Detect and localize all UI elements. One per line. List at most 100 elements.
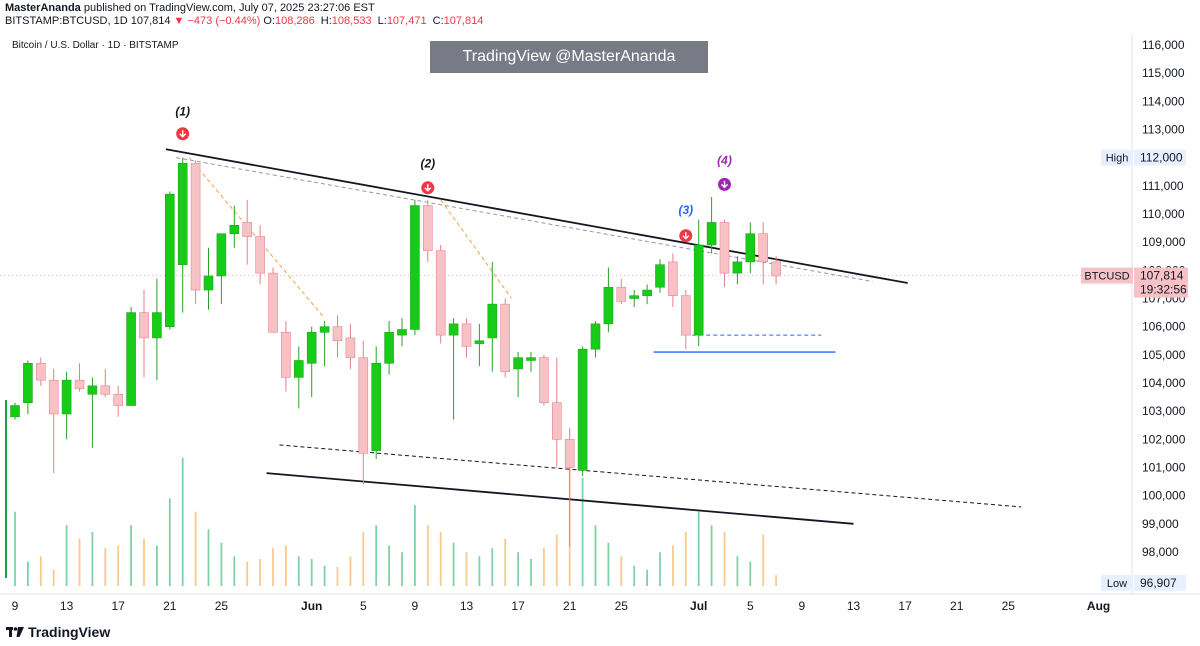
trendline xyxy=(165,148,908,284)
price-tick-label: 98,000 xyxy=(1142,545,1179,559)
time-tick-label: 25 xyxy=(215,599,229,613)
volume-bar xyxy=(749,561,752,586)
volume-bar xyxy=(362,532,365,586)
watermark: TradingView @MasterAnanda xyxy=(430,41,708,73)
price-tick-label: 104,000 xyxy=(1142,376,1186,390)
ohlc-close-label: C: xyxy=(432,15,444,27)
last-price: 107,814 xyxy=(130,15,171,27)
ohlc-high-label: H: xyxy=(320,15,332,27)
candle-body xyxy=(422,205,433,251)
symbol-tag-bg xyxy=(1081,267,1133,284)
candle-body xyxy=(603,286,614,325)
price-change: −473 (−0.44%) xyxy=(187,15,261,27)
volume-bar xyxy=(52,569,55,586)
volume-bar xyxy=(478,556,481,586)
tradingview-brand[interactable]: TradingView xyxy=(6,624,110,640)
volume-bar xyxy=(336,567,339,586)
volume-bar xyxy=(233,556,236,586)
price-tick-label: 99,000 xyxy=(1142,517,1179,531)
volume-bar xyxy=(78,538,81,586)
time-axis[interactable]: 9 13 17 21 25 Jun 5 9 13 17 21 25 Jul 5 9 13 17 21 25 Aug xyxy=(12,599,1111,613)
price-axis-marks: High 112,000 Low 96,907 BTCUSD 107,81419:32:5… xyxy=(1081,149,1188,591)
author-name[interactable]: MasterAnanda xyxy=(5,2,81,14)
volume-bar xyxy=(607,542,610,586)
volume-bar xyxy=(491,548,494,586)
time-tick-label: 13 xyxy=(847,599,861,613)
volume-bar xyxy=(181,457,184,586)
candle-body xyxy=(693,244,704,336)
volume-bar xyxy=(168,498,171,586)
candle-body xyxy=(474,340,485,344)
time-tick-label: 9 xyxy=(412,599,419,613)
ohlc-low-label: L: xyxy=(377,15,387,27)
price-tick-label: 106,000 xyxy=(1142,320,1186,334)
volume-bar xyxy=(684,532,687,586)
wave-label: (2) xyxy=(420,157,435,171)
volume-bar xyxy=(156,545,158,586)
volume-bar xyxy=(723,532,726,586)
candle-body xyxy=(281,331,291,378)
price-tick-label: 110,000 xyxy=(1142,207,1185,221)
time-tick-label: Jul xyxy=(690,599,707,613)
candle-body xyxy=(345,337,356,358)
candle-body xyxy=(732,261,743,274)
volume-bar xyxy=(646,569,648,586)
time-tick-label: 17 xyxy=(511,599,525,613)
volume-bar xyxy=(246,561,249,586)
volume-bar xyxy=(517,552,519,586)
volume-bar xyxy=(310,559,313,586)
symbol-interval: BITSTAMP:BTCUSD, 1D xyxy=(5,15,128,27)
candle-body xyxy=(668,261,678,296)
volume-bar xyxy=(388,545,390,586)
mark-value-bg xyxy=(1134,574,1186,591)
volume-bar xyxy=(194,511,197,586)
time-tick-label: 9 xyxy=(799,599,806,613)
volume-bar xyxy=(710,525,713,586)
candle-body xyxy=(242,222,252,237)
mark-value-bg xyxy=(1134,149,1186,166)
candle-body xyxy=(758,233,769,263)
time-tick-label: 17 xyxy=(112,599,126,613)
candle-body xyxy=(35,362,46,381)
price-axis[interactable]: 116,000 115,000 114,000 113,000 112,000 111,0… xyxy=(1142,38,1186,559)
candle-body xyxy=(448,323,459,336)
time-tick-label: 21 xyxy=(563,599,577,613)
tradingview-logo-icon xyxy=(6,627,24,637)
trendlines xyxy=(165,148,1022,525)
candle-body xyxy=(229,224,240,235)
mark-value-label: 112,000 xyxy=(1140,151,1183,165)
candle-body xyxy=(435,250,446,336)
candle-body xyxy=(203,275,214,291)
volume-bar xyxy=(414,505,416,586)
candle-body xyxy=(358,357,369,454)
volume-bar xyxy=(672,545,674,586)
trendline xyxy=(279,444,1022,508)
candle-body xyxy=(319,326,330,333)
last-price-value: 107,814 xyxy=(1140,269,1184,283)
mark-kind-label: Low xyxy=(1107,578,1127,590)
wave-label: (1) xyxy=(175,104,190,118)
candle-body xyxy=(126,312,136,406)
trendline xyxy=(440,199,513,299)
time-tick-label: 9 xyxy=(12,599,19,613)
time-tick-label: Jun xyxy=(301,599,322,613)
time-tick-label: Aug xyxy=(1087,599,1110,613)
candle-body xyxy=(100,385,111,395)
volume-bar xyxy=(117,545,120,586)
volume-bar xyxy=(581,478,584,586)
candle-body xyxy=(255,236,265,274)
time-tick-label: 25 xyxy=(615,599,629,613)
candle-body xyxy=(410,205,420,330)
candle-body xyxy=(384,331,394,364)
down-arrow-icon xyxy=(718,177,731,191)
arrow-glyph xyxy=(424,184,432,192)
volume-bar xyxy=(104,548,107,586)
candle-body xyxy=(165,193,175,327)
candle-body xyxy=(48,379,59,415)
candle-body xyxy=(190,163,201,291)
volume-bar xyxy=(697,511,700,586)
candle-body xyxy=(719,222,730,274)
trendline xyxy=(176,157,873,283)
